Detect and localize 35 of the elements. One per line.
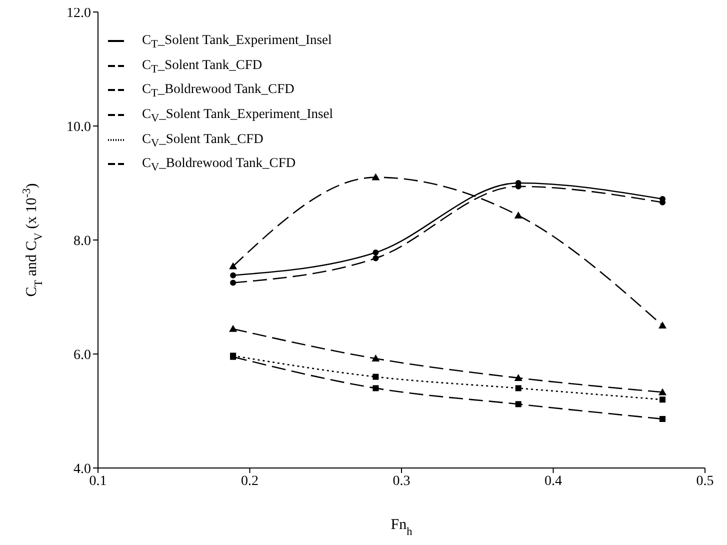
y-tick-label: 12.0 [66, 6, 91, 21]
point [372, 173, 380, 180]
point [372, 255, 379, 262]
point [229, 262, 238, 270]
x-tick-label: 0.1 [89, 474, 107, 489]
x-tick-label: 0.4 [544, 474, 562, 489]
point [230, 272, 236, 278]
point [660, 416, 666, 422]
point [514, 211, 522, 218]
y-tick-label: 4.0 [74, 462, 91, 477]
point [660, 396, 666, 403]
point [229, 324, 238, 332]
point [515, 401, 522, 408]
point [372, 250, 379, 256]
point [230, 280, 236, 286]
legend-label: C$_{V}$_Boldrewood Tank_CFD [142, 155, 296, 174]
y-tick-label: 6.0 [74, 348, 91, 363]
y-tick-label: 8.0 [74, 234, 91, 249]
legend-label: C$_{T}$_Solent Tank_Experiment_Insel [142, 32, 332, 51]
point [658, 322, 667, 328]
x-tick-label: 0.5 [696, 474, 714, 489]
point [372, 374, 379, 380]
point [372, 354, 380, 362]
legend-label: C$_{V}$_Solent Tank_Experiment_Insel [142, 106, 334, 125]
x-axis-title: Fn$_{h}$ [390, 517, 413, 538]
point [372, 385, 379, 392]
x-tick-label: 0.3 [392, 474, 410, 489]
point [658, 388, 667, 396]
legend-label: C$_{T}$_Solent Tank_CFD [142, 56, 262, 76]
legend-label: C$_{T}$_Boldrewood Tank_CFD [142, 81, 294, 100]
legend-label: C$_{V}$_Solent Tank_CFD [142, 130, 264, 150]
x-tick-label: 0.2 [241, 474, 258, 489]
point [515, 385, 522, 392]
point [514, 374, 522, 381]
y-tick-label: 10.0 [66, 120, 91, 135]
